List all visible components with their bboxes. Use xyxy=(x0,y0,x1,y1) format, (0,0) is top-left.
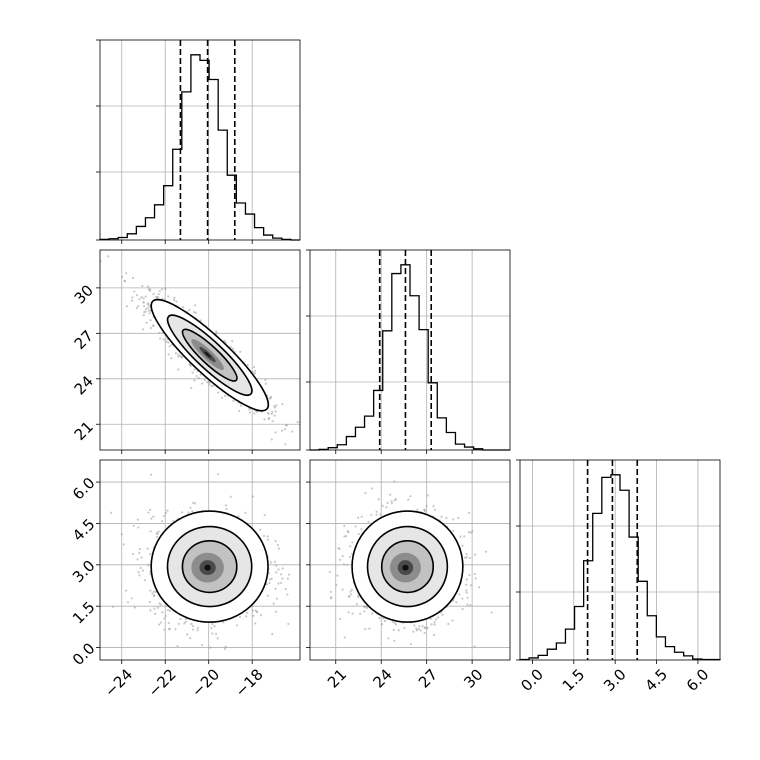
histogram-panel-p2 xyxy=(306,249,511,454)
density-core-5 xyxy=(402,564,409,571)
x-tick-label-p2-1: 24 xyxy=(369,665,395,691)
x-tick-label-p2-3: 30 xyxy=(460,665,486,691)
x-tick-label-p3-0: 0.0 xyxy=(517,665,547,695)
density-core-5 xyxy=(204,564,211,571)
x-tick-label-p1-0: −24 xyxy=(101,665,136,700)
x-tick-label-p1-2: −20 xyxy=(188,665,223,700)
x-tick-label-p3-1: 1.5 xyxy=(559,665,589,695)
panel-frame-p2-p3 xyxy=(309,459,511,661)
y-tick-label-p2-2: 27 xyxy=(71,327,97,353)
density-panel-p2-p3 xyxy=(306,459,511,664)
panel-frame-p1-p2 xyxy=(99,249,301,451)
histogram-step-p3 xyxy=(519,474,721,661)
y-tick-label-p2-3: 30 xyxy=(71,281,97,307)
x-tick-label-p2-2: 27 xyxy=(415,665,441,691)
histogram-panel-p3 xyxy=(516,459,721,664)
y-tick-label-p3-3: 4.5 xyxy=(69,515,99,545)
density-panel-p1-p2 xyxy=(96,249,301,454)
y-tick-label-p2-1: 24 xyxy=(71,372,97,398)
panel-frame-p1-p3 xyxy=(99,459,301,661)
histogram-frame-p3 xyxy=(519,459,721,661)
x-tick-label-p3-4: 6.0 xyxy=(683,665,713,695)
x-tick-label-p1-1: −22 xyxy=(145,665,180,700)
histogram-panel-p1 xyxy=(96,39,301,244)
x-tick-label-p2-0: 21 xyxy=(324,665,350,691)
y-tick-label-p2-0: 21 xyxy=(71,418,97,444)
density-core-5 xyxy=(204,351,211,358)
x-tick-label-p3-2: 3.0 xyxy=(600,665,630,695)
histogram-step-p1 xyxy=(99,54,300,241)
x-tick-label-p1-3: −18 xyxy=(232,665,267,700)
y-tick-label-p3-4: 6.0 xyxy=(69,474,99,504)
histogram-step-p2 xyxy=(310,264,510,451)
density-panel-p1-p3 xyxy=(96,459,301,664)
y-tick-label-p3-1: 1.5 xyxy=(69,598,99,628)
histogram-frame-p2 xyxy=(309,249,511,451)
x-tick-label-p3-3: 4.5 xyxy=(641,665,671,695)
y-tick-label-p3-0: 0.0 xyxy=(69,639,99,669)
histogram-frame-p1 xyxy=(99,39,301,241)
y-tick-label-p3-2: 3.0 xyxy=(69,557,99,587)
